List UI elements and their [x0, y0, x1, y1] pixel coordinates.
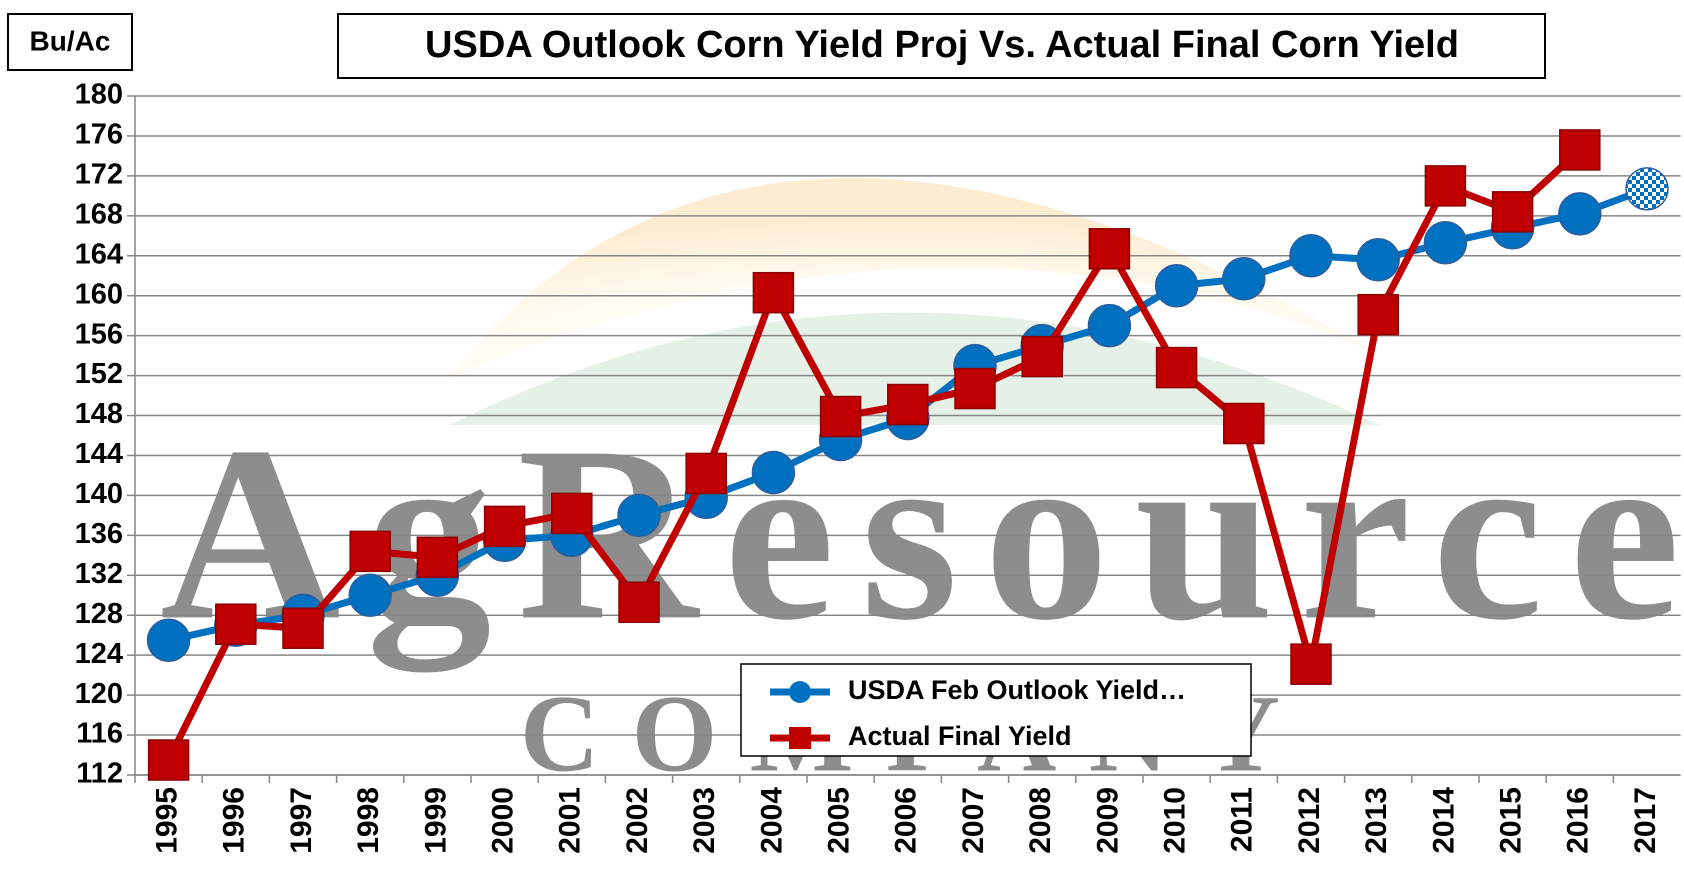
x-tick-label: 2000 [487, 787, 520, 854]
legend-marker [789, 681, 811, 703]
data-point [350, 531, 390, 571]
y-tick-label: 156 [75, 318, 123, 350]
legend: USDA Feb Outlook Yield… Actual Final Yiel… [741, 664, 1251, 756]
data-point [1559, 193, 1601, 235]
y-tick-label: 136 [75, 518, 123, 550]
legend-label: Actual Final Yield [848, 721, 1072, 751]
y-tick-label: 152 [75, 358, 123, 390]
x-tick-label: 2001 [554, 787, 587, 854]
data-point [1425, 166, 1465, 206]
chart-title: USDA Outlook Corn Yield Proj Vs. Actual … [425, 24, 1459, 66]
x-tick-label: 2016 [1562, 787, 1595, 854]
x-tick-label: 2014 [1427, 787, 1460, 854]
y-tick-label: 124 [75, 638, 123, 670]
y-tick-label: 176 [75, 119, 123, 151]
data-point [888, 385, 928, 425]
data-point [1088, 305, 1130, 347]
x-tick-label: 1996 [218, 787, 251, 854]
y-tick-label: 128 [75, 598, 123, 630]
data-point [1157, 348, 1197, 388]
legend-marker [789, 727, 811, 749]
data-point [1493, 192, 1533, 232]
x-tick-label: 1998 [352, 787, 385, 854]
data-point [1291, 644, 1331, 684]
data-point [283, 608, 323, 648]
data-point [1156, 265, 1198, 307]
y-tick-label: 140 [75, 478, 123, 510]
x-tick-label: 2009 [1091, 787, 1124, 854]
data-point [955, 369, 995, 409]
data-point [148, 619, 190, 661]
data-point [552, 493, 592, 533]
data-point [1290, 235, 1332, 277]
x-tick-label: 2015 [1495, 787, 1528, 854]
y-tick-label: 168 [75, 198, 123, 230]
data-point [1022, 337, 1062, 377]
y-tick-label: 180 [75, 79, 123, 111]
data-point [1089, 229, 1129, 269]
y-tick-label: 132 [75, 558, 123, 590]
x-tick-label: 1997 [285, 787, 318, 854]
data-point [821, 397, 861, 437]
x-tick-label: 2002 [621, 787, 654, 854]
x-tick-label: 2005 [823, 787, 856, 854]
x-tick-label: 2011 [1226, 787, 1259, 852]
x-tick-label: 2008 [1024, 787, 1057, 854]
x-tick-label: 2007 [957, 787, 990, 854]
data-point [1626, 168, 1668, 210]
x-tick-label: 1999 [419, 787, 452, 854]
data-point [417, 537, 457, 577]
data-point [485, 506, 525, 546]
x-tick-label: 2012 [1293, 787, 1326, 854]
y-label: Bu/Ac [30, 25, 111, 56]
data-point [1560, 130, 1600, 170]
x-tick-label: 2010 [1159, 787, 1192, 854]
data-point [619, 582, 659, 622]
chart: AgResourceCOMPANY Bu/Ac USDA Outlook Cor… [0, 0, 1684, 893]
y-tick-label: 164 [75, 238, 123, 270]
data-point [349, 574, 391, 616]
x-tick-label: 2017 [1629, 787, 1662, 854]
y-tick-label: 172 [75, 159, 123, 191]
legend-label: USDA Feb Outlook Yield… [848, 675, 1186, 705]
data-point [618, 494, 660, 536]
data-point [753, 273, 793, 313]
data-point [752, 451, 794, 493]
x-tick-label: 1995 [151, 787, 184, 854]
data-point [1424, 222, 1466, 264]
x-tick-label: 2004 [755, 787, 788, 854]
x-tick-label: 2003 [688, 787, 721, 854]
y-tick-label: 116 [76, 718, 123, 750]
data-point [1357, 239, 1399, 281]
data-point [149, 740, 189, 780]
data-point [1223, 258, 1265, 300]
x-tick-label: 2013 [1360, 787, 1393, 854]
x-tick-label: 2006 [890, 787, 923, 854]
y-tick-label: 160 [75, 278, 123, 310]
y-tick-label: 120 [75, 678, 123, 710]
y-tick-label: 148 [75, 398, 123, 430]
y-tick-label: 144 [75, 438, 123, 470]
data-point [1224, 404, 1264, 444]
data-point [216, 604, 256, 644]
y-tick-label: 112 [76, 758, 123, 790]
data-point [686, 453, 726, 493]
data-point [1358, 295, 1398, 335]
